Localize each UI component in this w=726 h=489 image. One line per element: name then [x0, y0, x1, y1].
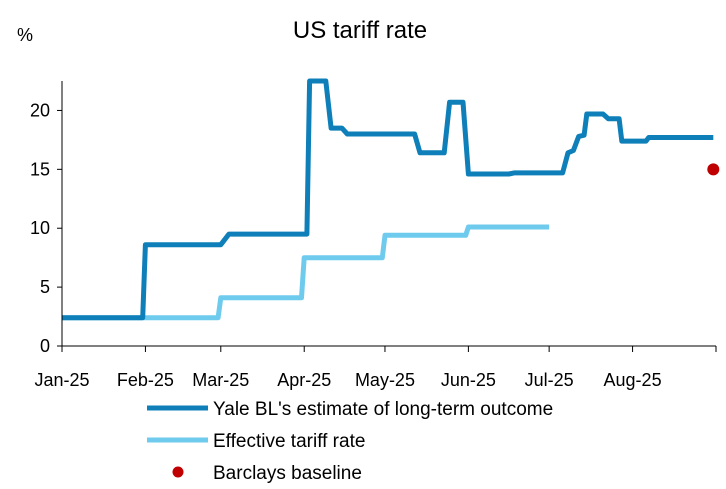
- y-tick-label: 0: [40, 336, 50, 356]
- series-line-0: [62, 78, 714, 321]
- y-tick-label: 5: [40, 277, 50, 297]
- series-line-1: [62, 224, 550, 321]
- x-tick-label: Jun-25: [441, 370, 496, 390]
- legend-label: Effective tariff rate: [213, 431, 365, 452]
- legend: Yale BL's estimate of long-term outcome E…: [147, 399, 553, 484]
- y-tick-label: 15: [30, 159, 50, 179]
- x-tick-label: May-25: [355, 370, 415, 390]
- x-tick-label: Jul-25: [525, 370, 574, 390]
- legend-label: Yale BL's estimate of long-term outcome: [213, 399, 553, 420]
- y-tick-label: 20: [30, 100, 50, 120]
- y-tick-label: 10: [30, 218, 50, 238]
- chart-title: US tariff rate: [293, 17, 427, 44]
- barclays-baseline-point: [707, 163, 720, 176]
- x-tick-label: Apr-25: [277, 370, 331, 390]
- x-tick-label: Aug-25: [604, 370, 662, 390]
- x-tick-label: Feb-25: [117, 370, 174, 390]
- x-tick-label: Jan-25: [34, 370, 89, 390]
- x-tick-label: Mar-25: [192, 370, 249, 390]
- legend-swatch-dot: [172, 466, 184, 478]
- y-unit-label: %: [17, 25, 33, 45]
- axes: 0 5 10 15 20 Jan-25 Feb-25 Mar-25 Apr-25 May-25 Ju…: [30, 81, 717, 390]
- series-layer: [62, 78, 720, 321]
- legend-label: Barclays baseline: [213, 463, 362, 484]
